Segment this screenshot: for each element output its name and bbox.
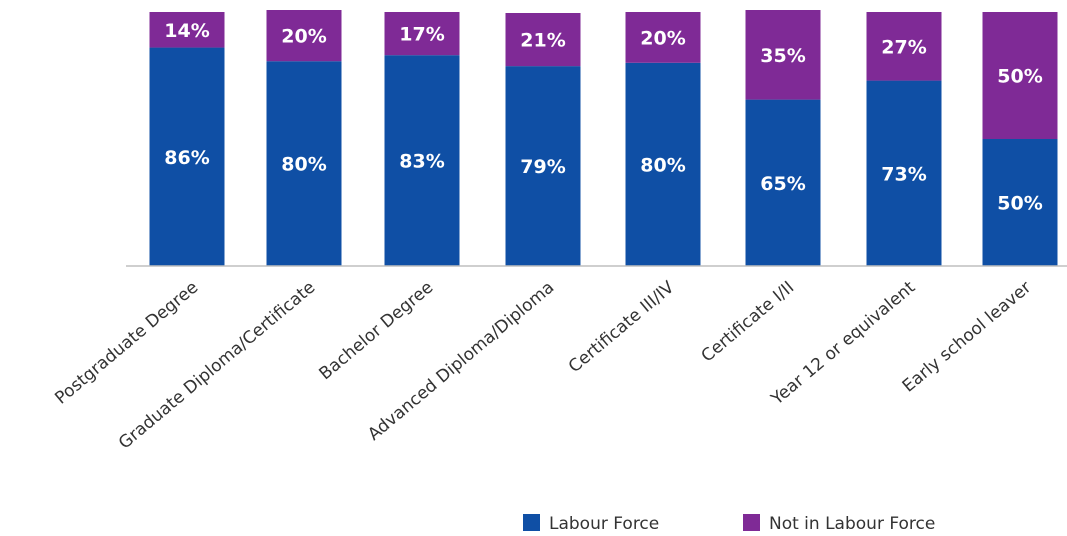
bar-not-in-labour-force: [866, 12, 942, 81]
bar-not-in-labour-force: [505, 13, 581, 67]
bar-not-in-labour-force: [266, 10, 342, 62]
data-label-labour-force: 50%: [997, 193, 1042, 215]
data-label-not-in-labour-force: 20%: [281, 26, 326, 48]
category-label: Early school leaver: [899, 278, 1035, 397]
data-label-not-in-labour-force: 35%: [760, 45, 805, 67]
bar-not-in-labour-force: [982, 12, 1058, 139]
data-label-not-in-labour-force: 27%: [881, 36, 926, 58]
bar-labour-force: [625, 62, 701, 266]
bar-not-in-labour-force: [384, 12, 460, 56]
data-label-labour-force: 79%: [520, 156, 565, 178]
bar-labour-force: [982, 139, 1058, 266]
legend-swatch: [523, 514, 540, 531]
bar-labour-force: [505, 66, 581, 266]
data-label-not-in-labour-force: 17%: [399, 24, 444, 46]
bar-not-in-labour-force: [745, 10, 821, 100]
data-label-not-in-labour-force: 50%: [997, 66, 1042, 88]
bar-not-in-labour-force: [625, 12, 701, 63]
data-label-labour-force: 83%: [399, 151, 444, 173]
bar-labour-force: [866, 80, 942, 266]
category-label: Bachelor Degree: [316, 278, 438, 385]
bar-not-in-labour-force: [149, 12, 225, 48]
category-label: Graduate Diploma/Certificate: [115, 278, 319, 454]
data-label-not-in-labour-force: 20%: [640, 27, 685, 49]
category-label: Certificate III/IV: [565, 277, 679, 377]
bar-labour-force: [384, 55, 460, 267]
data-label-labour-force: 65%: [760, 173, 805, 195]
data-label-not-in-labour-force: 14%: [164, 20, 209, 42]
legend: Labour Force Not in Labour Force: [523, 514, 935, 534]
data-label-labour-force: 73%: [881, 163, 926, 185]
legend-swatch: [743, 514, 760, 531]
bar-labour-force: [266, 61, 342, 267]
legend-item-not-in-labour-force: Not in Labour Force: [769, 514, 935, 534]
data-label-labour-force: 86%: [164, 147, 209, 169]
bar-labour-force: [149, 47, 225, 267]
category-label: Certificate I/II: [698, 278, 799, 367]
data-label-labour-force: 80%: [640, 154, 685, 176]
data-label-not-in-labour-force: 21%: [520, 30, 565, 52]
bars-layer: 86% 14% 80% 20% 83% 17% 79% 21% 80% 20% 65% 35% 73% 2…: [149, 10, 1058, 267]
data-label-labour-force: 80%: [281, 154, 326, 176]
bar-labour-force: [745, 99, 821, 266]
legend-item-labour-force: Labour Force: [549, 514, 659, 534]
